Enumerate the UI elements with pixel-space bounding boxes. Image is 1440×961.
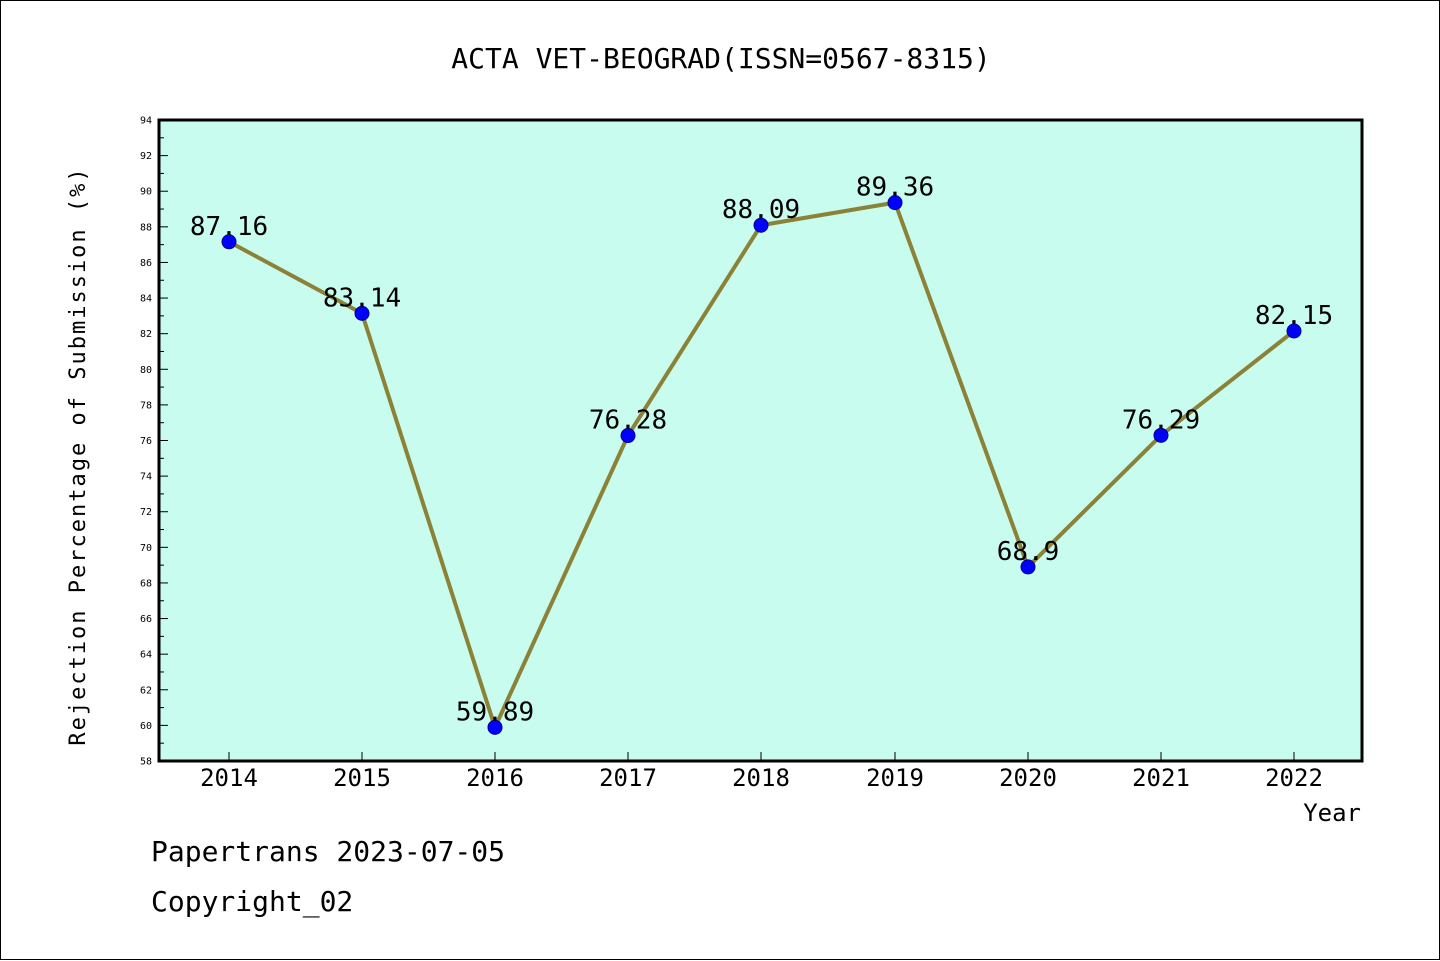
y-tick-label: 92 bbox=[140, 151, 152, 162]
x-tick-label: 2020 bbox=[999, 764, 1057, 792]
y-tick-label: 68 bbox=[140, 578, 152, 589]
data-point bbox=[887, 195, 903, 211]
y-tick-label: 84 bbox=[140, 294, 152, 305]
y-tick-label: 72 bbox=[140, 507, 152, 518]
y-axis-label: Rejection Percentage of Submission (%) bbox=[66, 166, 91, 745]
data-point bbox=[221, 234, 237, 250]
y-tick-label: 76 bbox=[140, 436, 152, 447]
y-tick-label: 60 bbox=[140, 721, 152, 732]
y-tick-label: 82 bbox=[140, 329, 152, 340]
data-label: 76.28 bbox=[589, 406, 667, 436]
x-tick-label: 2016 bbox=[466, 764, 524, 792]
data-point bbox=[1020, 559, 1036, 575]
x-tick-label: 2022 bbox=[1265, 764, 1323, 792]
y-tick-label: 88 bbox=[140, 222, 152, 233]
data-label: 68.9 bbox=[997, 537, 1060, 567]
y-axis: 58 60 62 64 66 68 70 72 74 76 78 80 82 84 86 88 90 92 94 bbox=[140, 116, 168, 768]
y-tick-label: 94 bbox=[140, 116, 152, 127]
data-label: 88.09 bbox=[722, 195, 800, 225]
footer-source: Papertrans 2023-07-05 bbox=[151, 835, 506, 868]
data-point bbox=[354, 305, 370, 321]
x-tick-label: 2018 bbox=[732, 764, 790, 792]
y-tick-label: 78 bbox=[140, 400, 152, 411]
data-label: 59.89 bbox=[456, 697, 534, 727]
y-tick-label: 80 bbox=[140, 365, 152, 376]
data-point bbox=[620, 428, 636, 444]
y-tick-label: 90 bbox=[140, 187, 152, 198]
x-axis-label: Year bbox=[1303, 799, 1361, 827]
data-label: 76.29 bbox=[1122, 405, 1200, 435]
y-tick-label: 86 bbox=[140, 258, 152, 269]
data-label: 82.15 bbox=[1255, 301, 1333, 331]
footer-copyright: Copyright_02 bbox=[151, 885, 354, 918]
y-tick-label: 64 bbox=[140, 650, 152, 661]
y-tick-label: 62 bbox=[140, 685, 152, 696]
x-tick-label: 2015 bbox=[333, 764, 391, 792]
x-tick-label: 2019 bbox=[866, 764, 924, 792]
data-point bbox=[487, 719, 503, 735]
data-label: 89.36 bbox=[856, 173, 934, 203]
x-axis: 2014 2015 2016 2017 2018 2019 2020 2021 2022 bbox=[200, 752, 1323, 792]
y-tick-label: 58 bbox=[140, 757, 152, 768]
series-rejection-percentage: 87.16 83.14 59.89 76.28 88.09 89.36 68.9 76.29 8… bbox=[190, 173, 1333, 735]
data-point bbox=[1286, 323, 1302, 339]
chart-title: ACTA VET-BEOGRAD(ISSN=0567-8315) bbox=[451, 42, 990, 75]
data-label: 87.16 bbox=[190, 212, 268, 242]
data-point bbox=[753, 217, 769, 233]
x-tick-label: 2021 bbox=[1132, 764, 1190, 792]
y-tick-label: 66 bbox=[140, 614, 152, 625]
data-label: 83.14 bbox=[323, 283, 401, 313]
x-tick-label: 2017 bbox=[599, 764, 657, 792]
data-point bbox=[1153, 427, 1169, 443]
y-tick-label: 70 bbox=[140, 543, 152, 554]
y-tick-label: 74 bbox=[140, 472, 152, 483]
x-tick-label: 2014 bbox=[200, 764, 258, 792]
